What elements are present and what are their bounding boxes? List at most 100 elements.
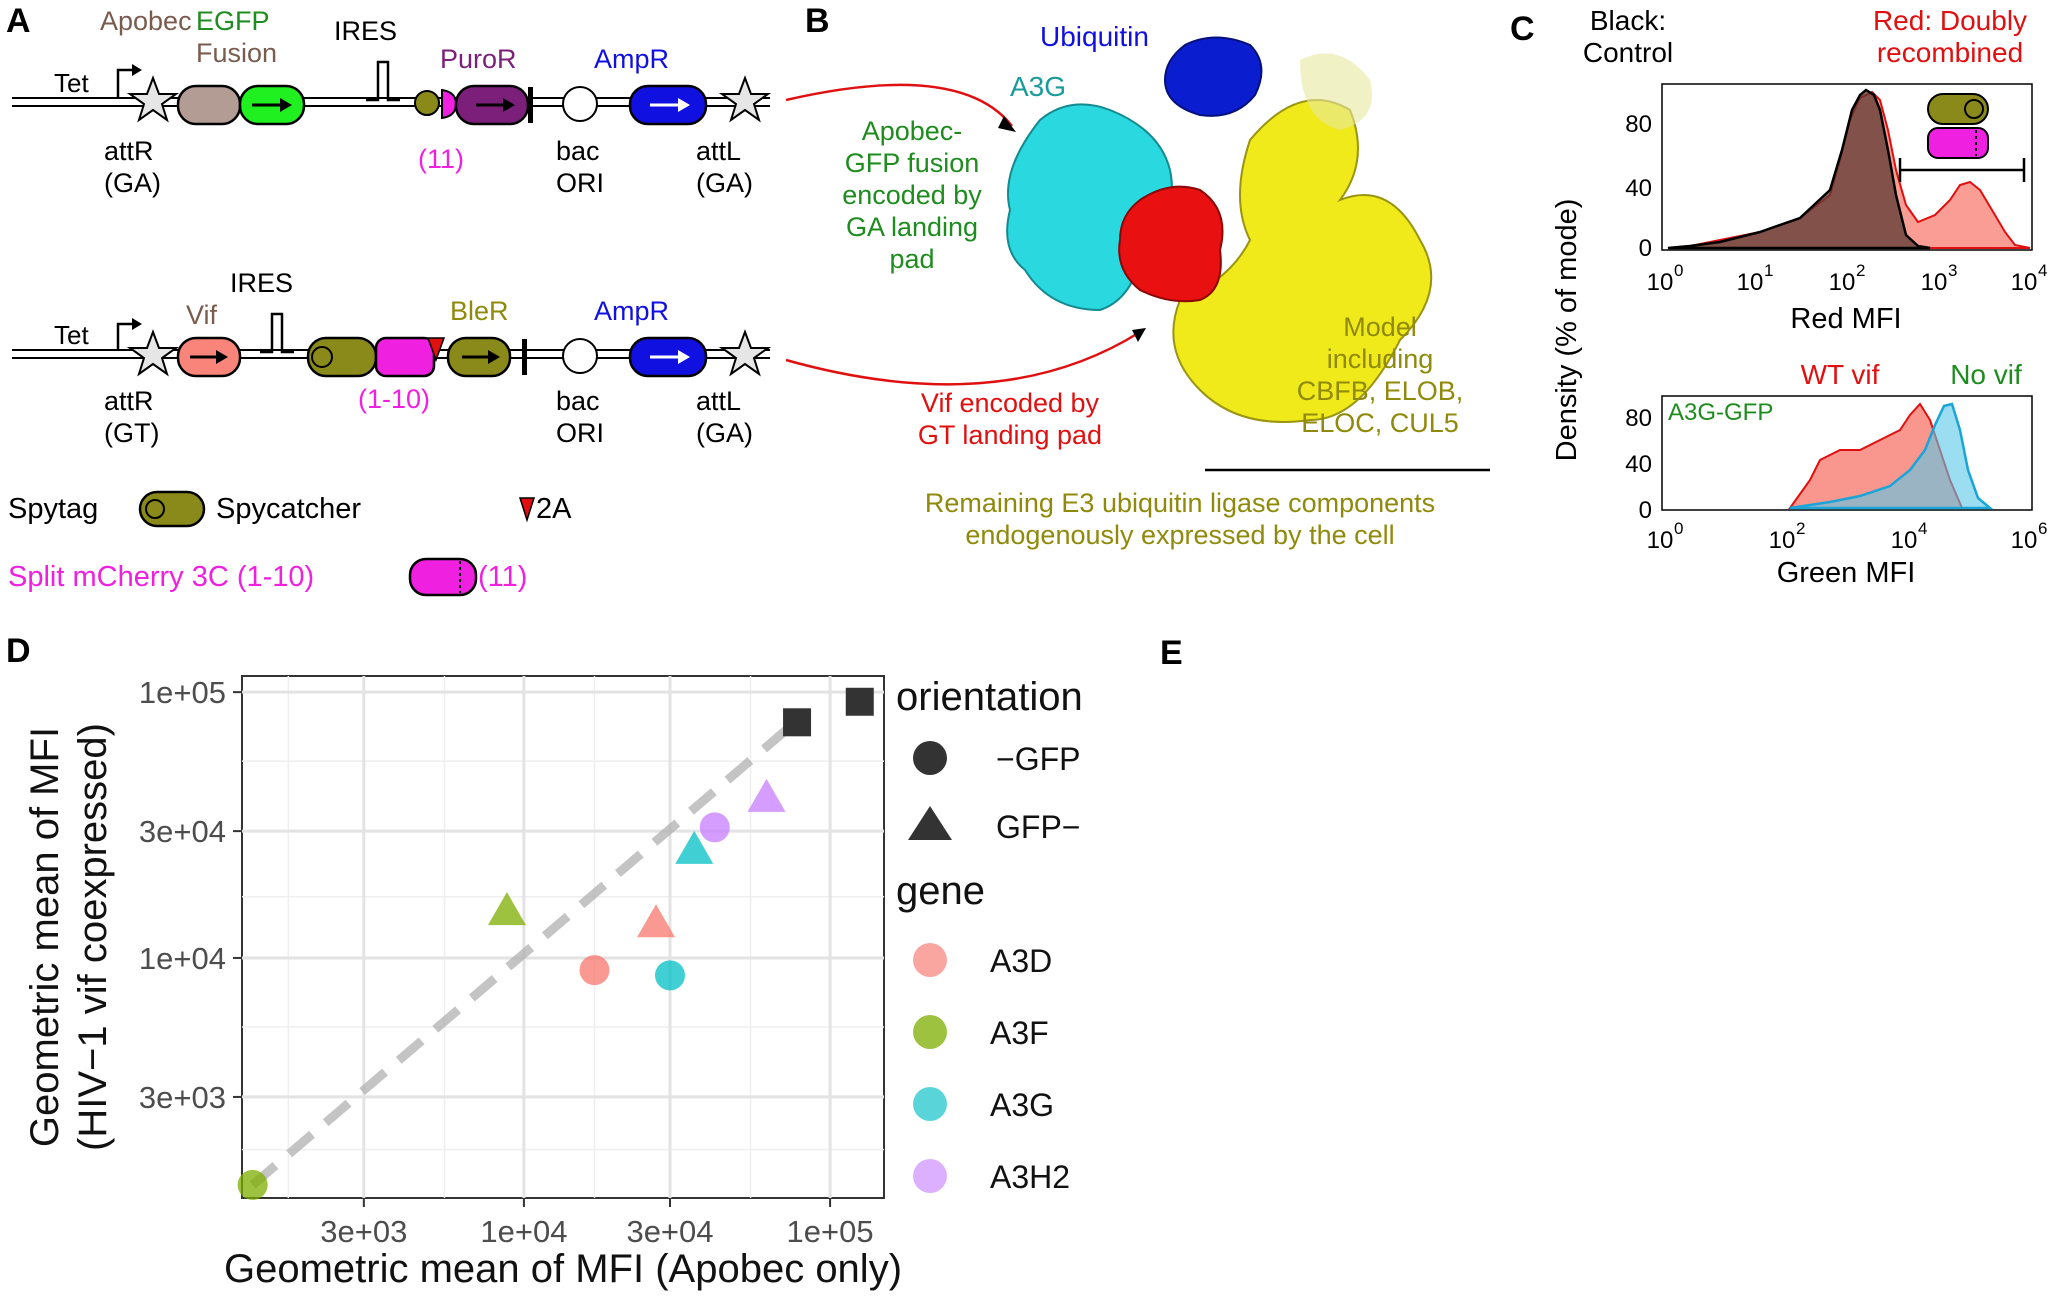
- split-mcherry-11-label: (11): [478, 561, 527, 593]
- c-header-black-1: Black:: [1590, 5, 1666, 36]
- d-point-8: [783, 708, 812, 737]
- d-point-7: [747, 778, 786, 812]
- attr-label-bottom-2: (GT): [104, 418, 159, 448]
- c-top-xtick-3: 10: [1921, 269, 1948, 296]
- attl-label-bottom-2: (GA): [696, 418, 753, 448]
- panel-letter-d: D: [6, 632, 31, 670]
- vif-note-1: Vif encoded by: [921, 388, 1100, 418]
- c-header-black-2: Control: [1583, 37, 1673, 68]
- attl-label-top-1: attL: [696, 136, 741, 166]
- d-ylabel-1: Geometric mean of MFI: [23, 727, 67, 1147]
- c-top-xtick-2: 10: [1829, 269, 1856, 296]
- fusion-label: Fusion: [196, 38, 277, 68]
- 2a-marker-icon: [426, 337, 446, 363]
- c-bottom-xlabel: Green MFI: [1777, 557, 1916, 589]
- c-bottom-ytick-0: 0: [1639, 497, 1652, 524]
- apobec-note-2: GFP fusion: [845, 148, 980, 178]
- model-note-3: CBFB, ELOB,: [1297, 376, 1464, 406]
- c-header-red-1: Red: Doubly: [1873, 5, 2027, 36]
- arrow-vif-icon: [785, 330, 1141, 386]
- panel-a-legend: Spytag Spycatcher 2A Split mCherry 3C (1…: [8, 490, 572, 597]
- apobec-label-2: EGFP: [196, 6, 270, 36]
- legend-a3f-swatch: [913, 1015, 947, 1049]
- ires-label-top: IRES: [334, 16, 397, 46]
- tet-label-top: Tet: [54, 68, 89, 98]
- c-bottom-no-vif: No vif: [1950, 359, 2022, 390]
- c-top-xexp-2: 2: [1856, 261, 1865, 280]
- bac-label-bottom-2: ORI: [556, 418, 604, 448]
- d-point-1: [487, 892, 526, 926]
- d-ytick-label: 1e+05: [139, 675, 226, 710]
- bac-label-bottom-1: bac: [556, 386, 600, 416]
- attr-star-icon-2: [126, 329, 180, 377]
- legend-a3d-swatch: [913, 943, 947, 977]
- apobec-note-3: encoded by: [842, 180, 982, 210]
- d-xlabel: Geometric mean of MFI (Apobec only): [224, 1247, 902, 1291]
- c-bottom-ytick-80: 80: [1625, 405, 1652, 432]
- c-bottom-wt-vif: WT vif: [1801, 359, 1880, 390]
- split-11-label-top: (11): [418, 144, 464, 174]
- attr-label-bottom-1: attR: [104, 386, 154, 416]
- model-note-4: ELOC, CUL5: [1301, 408, 1459, 438]
- construct-bottom: Tet attR (GT) Vif IRES BleR (1-10): [12, 268, 772, 448]
- d-legend: orientation −GFP GFP− gene A3D A3F A3G A…: [896, 675, 1083, 1195]
- c-bottom-inset-label: A3G-GFP: [1668, 399, 1773, 426]
- protein-structure: [1006, 36, 1433, 423]
- panel-a: Tet attR (GA) Apobec EGFP Fusion IRES Pu…: [8, 6, 772, 597]
- attl-label-top-2: (GA): [696, 168, 753, 198]
- vif-note-2: GT landing pad: [918, 420, 1102, 450]
- ampr-label-top: AmpR: [594, 44, 669, 74]
- apobec-note-5: pad: [889, 244, 934, 274]
- d-point-4: [655, 960, 685, 991]
- panel-b: Ubiquitin A3G Apobec- GFP fusion encoded…: [785, 21, 1490, 550]
- bac-label-top-1: bac: [556, 136, 600, 166]
- c-top-xexp-1: 1: [1764, 261, 1773, 280]
- c-top-xexp-0: 0: [1674, 261, 1683, 280]
- attr-label-top-1: attR: [104, 136, 154, 166]
- d-xticks: 3e+03 1e+04 3e+04 1e+05: [320, 1198, 874, 1249]
- c-ylabel: Density (% of mode): [1551, 199, 1583, 462]
- ampr-label-bottom: AmpR: [594, 296, 669, 326]
- apobec-note: Apobec- GFP fusion encoded by GA landing…: [842, 116, 982, 274]
- panel-c: Black: Control Red: Doubly recombined De…: [1551, 5, 2047, 589]
- attl-star-icon: [718, 75, 772, 123]
- attl-star-icon-2: [718, 329, 772, 377]
- legend-circle-icon: [913, 741, 947, 775]
- apobec-note-1: Apobec-: [862, 116, 963, 146]
- c-header-red-2: recombined: [1877, 37, 2023, 68]
- panel-letter-b: B: [805, 2, 830, 40]
- panel-letter-e: E: [1160, 634, 1183, 672]
- model-note-2: including: [1327, 344, 1434, 374]
- model-note-1: Model: [1343, 312, 1417, 342]
- c-bottom-xexp-0: 0: [1674, 519, 1683, 538]
- ubiquitin-label: Ubiquitin: [1040, 21, 1149, 52]
- remaining-note-1: Remaining E3 ubiquitin ligase components: [925, 488, 1435, 518]
- d-ylabel-2: (HIV−1 vif coexpressed): [71, 723, 115, 1151]
- c-top-xlabel: Red MFI: [1790, 303, 1901, 335]
- bler-label: BleR: [450, 296, 509, 326]
- puror-label: PuroR: [440, 44, 517, 74]
- d-ytick-label: 1e+04: [139, 941, 226, 976]
- d-ytick-label: 3e+04: [139, 814, 226, 849]
- c-bottom-xexp-2: 4: [1918, 519, 1927, 538]
- legend-gene-a3d: A3D: [990, 943, 1052, 979]
- d-diagonal-line: [249, 714, 804, 1189]
- d-yticks: 3e+03 1e+04 3e+04 1e+05: [139, 675, 242, 1115]
- legend-orientation-2: GFP−: [996, 809, 1080, 845]
- legend-gene-a3h2: A3H2: [990, 1159, 1070, 1195]
- attl-label-bottom-1: attL: [696, 386, 741, 416]
- c-bottom-histogram: WT vif No vif A3G-GFP 0 40 80 10 10 10 1…: [1625, 359, 2047, 589]
- d-xtick-label: 1e+05: [787, 1214, 874, 1249]
- legend-gene-title: gene: [896, 869, 985, 913]
- vif-note: Vif encoded by GT landing pad: [918, 388, 1102, 450]
- vif-label-a: Vif: [186, 300, 218, 330]
- split-1-10-label-bottom: (1-10): [358, 384, 430, 414]
- c-bottom-xtick-3: 10: [2011, 527, 2038, 554]
- d-xtick-label: 1e+04: [480, 1214, 567, 1249]
- c-top-xexp-4: 4: [2038, 261, 2047, 280]
- c-bottom-xtick-1: 10: [1769, 527, 1796, 554]
- attr-star-icon: [126, 75, 180, 123]
- c-top-xexp-3: 3: [1948, 261, 1957, 280]
- apobec-note-4: GA landing: [846, 212, 978, 242]
